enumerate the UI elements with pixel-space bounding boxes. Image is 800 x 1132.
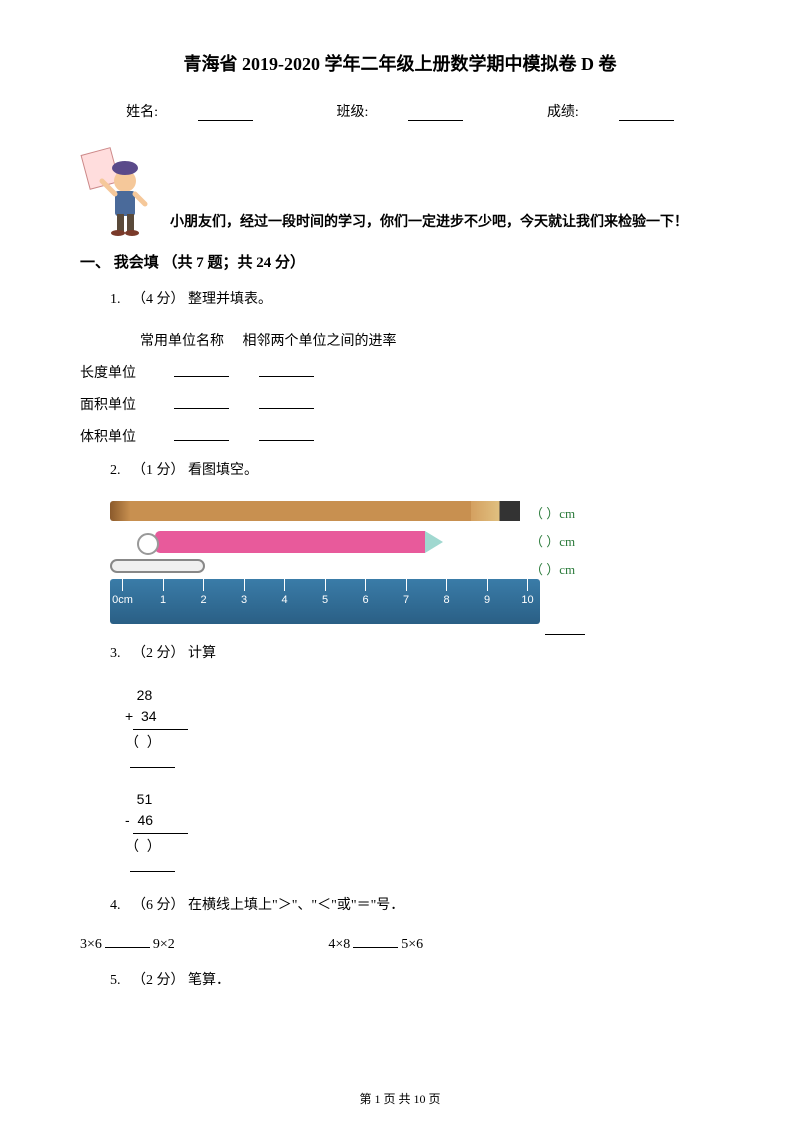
question-2: 2. （1 分） 看图填空。 [80,458,720,483]
q3-points: （2 分） [132,646,185,661]
q3-calc-2: 51 - 46 （ ） [80,789,720,878]
intro-text: 小朋友们，经过一段时间的学习，你们一定进步不少吧，今天就让我们来检验一下！ [170,211,688,236]
clip-shape [110,559,205,573]
q1-num: 1. [110,292,121,307]
q2-points: （1 分） [132,463,185,478]
q2-num: 2. [110,463,121,478]
q1-text: 整理并填表。 [188,292,272,307]
ruler-shape: 0cm 1 2 3 4 5 6 7 8 9 10 [110,579,540,624]
score-label: 成绩: [527,105,694,120]
question-1: 1. （4 分） 整理并填表。 [80,287,720,312]
class-label: 班级: [317,105,484,120]
q1-table-header: 常用单位名称 相邻两个单位之间的进率 [80,330,720,350]
q3-calc-1: 28 + 34 （ ） [80,685,720,774]
q5-text: 笔算． [188,973,230,988]
question-5: 5. （2 分） 笔算． [80,968,720,993]
student-info-line: 姓名: 班级: 成绩: [80,101,720,121]
ruler-figure: 0cm 1 2 3 4 5 6 7 8 9 10 （ ）cm （ ）cm （ ）… [80,501,600,631]
cm-blank-3: （ ）cm [530,559,575,578]
q4-points: （6 分） [132,898,185,913]
ruler-ticks: 0cm 1 2 3 4 5 6 7 8 9 10 [122,579,528,624]
pencil-shape [110,501,520,521]
cm-blank-1: （ ）cm [530,503,575,522]
q3-text: 计算 [188,646,216,661]
cm-blank-2: （ ）cm [530,531,575,550]
intro-row: 小朋友们，经过一段时间的学习，你们一定进步不少吧，今天就让我们来检验一下！ [80,146,720,236]
page-title: 青海省 2019-2020 学年二年级上册数学期中模拟卷 D 卷 [80,50,720,76]
q1-row-area: 面积单位 [80,394,720,414]
q5-points: （2 分） [132,973,185,988]
q4-compare-line: 3×69×2 4×85×6 [80,936,720,953]
question-4: 4. （6 分） 在横线上填上"＞"、"＜"或"＝"号． [80,893,720,918]
q5-num: 5. [110,973,121,988]
q3-num: 3. [110,646,121,661]
q4-num: 4. [110,898,121,913]
section-1-header: 一、 我会填 （共 7 题；共 24 分） [80,251,720,272]
page-footer: 第 1 页 共 10 页 [0,1090,800,1107]
q1-row-length: 长度单位 [80,362,720,382]
crayon-shape [155,531,425,553]
q4-text: 在横线上填上"＞"、"＜"或"＝"号． [188,898,404,913]
q1-row-volume: 体积单位 [80,426,720,446]
character-image [80,146,160,236]
name-label: 姓名: [106,105,273,120]
question-3: 3. （2 分） 计算 [80,641,720,666]
q2-text: 看图填空。 [188,463,258,478]
q1-points: （4 分） [132,292,185,307]
